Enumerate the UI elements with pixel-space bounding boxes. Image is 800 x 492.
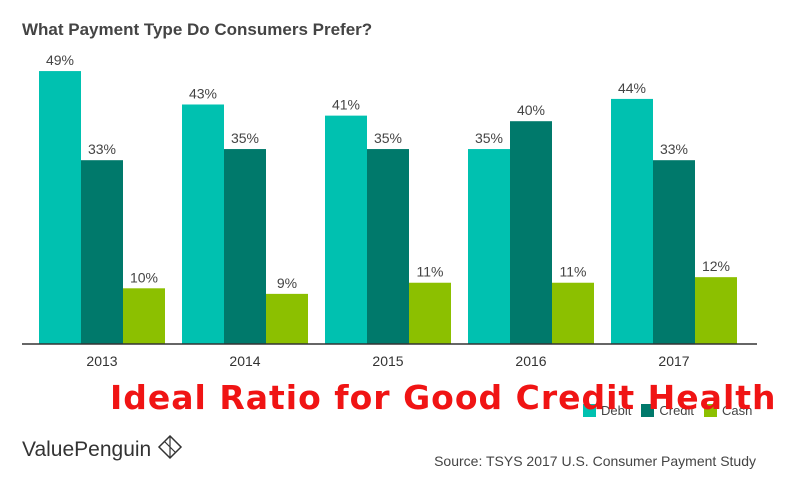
legend: Debit Credit Cash <box>583 403 762 418</box>
bar-debit-2014 <box>182 104 224 345</box>
data-label-cash-2014: 9% <box>277 275 297 291</box>
legend-swatch-cash <box>704 404 718 417</box>
bar-chart: 49% 33% 10% 43% 35% 9% 41% 35% 11% 35% 40% 11% 44% 33… <box>22 52 757 369</box>
legend-item-cash: Cash <box>704 403 752 418</box>
chart-title: What Payment Type Do Consumers Prefer? <box>22 20 373 39</box>
data-label-cash-2015: 11% <box>417 264 444 280</box>
data-label-cash-2017: 12% <box>702 258 730 274</box>
legend-label-debit: Debit <box>601 403 632 418</box>
value-labels-group: 49% 33% 10% 43% 35% 9% 41% 35% 11% 35% 40% 11% 44% 33… <box>46 52 730 291</box>
legend-item-debit: Debit <box>583 403 631 418</box>
bar-credit-2014 <box>224 149 266 344</box>
bar-cash-2013 <box>123 288 165 344</box>
overlay-banner-text: Ideal Ratio for Good Credit Health <box>110 378 777 417</box>
x-tick-labels-group: 2013 2014 2015 2016 2017 <box>86 353 689 369</box>
x-tick-label-2017: 2017 <box>658 353 689 369</box>
legend-swatch-debit <box>583 404 596 417</box>
bar-debit-2017 <box>611 98 653 344</box>
legend-label-credit: Credit <box>659 403 695 418</box>
bar-cash-2015 <box>409 282 451 344</box>
bar-cash-2016 <box>552 282 594 344</box>
data-label-credit-2017: 33% <box>660 141 688 157</box>
bar-credit-2017 <box>653 160 695 344</box>
legend-label-cash: Cash <box>722 403 753 418</box>
brand-name: ValuePenguin <box>22 438 152 461</box>
x-tick-label-2014: 2014 <box>229 353 260 369</box>
x-tick-label-2015: 2015 <box>372 353 403 369</box>
data-label-credit-2016: 40% <box>517 102 545 118</box>
valuepenguin-logo-icon <box>157 434 183 466</box>
legend-item-credit: Credit <box>641 403 694 418</box>
bar-cash-2017 <box>695 277 737 344</box>
bar-credit-2015 <box>367 149 409 344</box>
data-label-debit-2013: 49% <box>46 52 74 68</box>
bar-debit-2015 <box>325 115 367 344</box>
bar-credit-2013 <box>81 160 123 344</box>
data-label-cash-2013: 10% <box>130 269 158 285</box>
source-note: Source: TSYS 2017 U.S. Consumer Payment … <box>434 453 756 469</box>
bar-cash-2014 <box>266 293 308 344</box>
x-tick-label-2016: 2016 <box>515 353 546 369</box>
data-label-credit-2015: 35% <box>374 130 402 146</box>
x-tick-label-2013: 2013 <box>86 353 117 369</box>
data-label-debit-2014: 43% <box>189 85 217 101</box>
bar-debit-2013 <box>39 71 81 344</box>
bars-group <box>39 71 737 345</box>
bar-debit-2016 <box>468 149 510 344</box>
data-label-credit-2014: 35% <box>231 130 259 146</box>
bar-credit-2016 <box>510 121 552 344</box>
data-label-debit-2016: 35% <box>475 130 503 146</box>
data-label-debit-2017: 44% <box>618 80 646 96</box>
data-label-cash-2016: 11% <box>560 264 587 280</box>
data-label-credit-2013: 33% <box>88 141 116 157</box>
brand-logo: ValuePenguin <box>22 434 183 466</box>
data-label-debit-2015: 41% <box>332 97 360 113</box>
legend-swatch-credit <box>641 404 655 417</box>
